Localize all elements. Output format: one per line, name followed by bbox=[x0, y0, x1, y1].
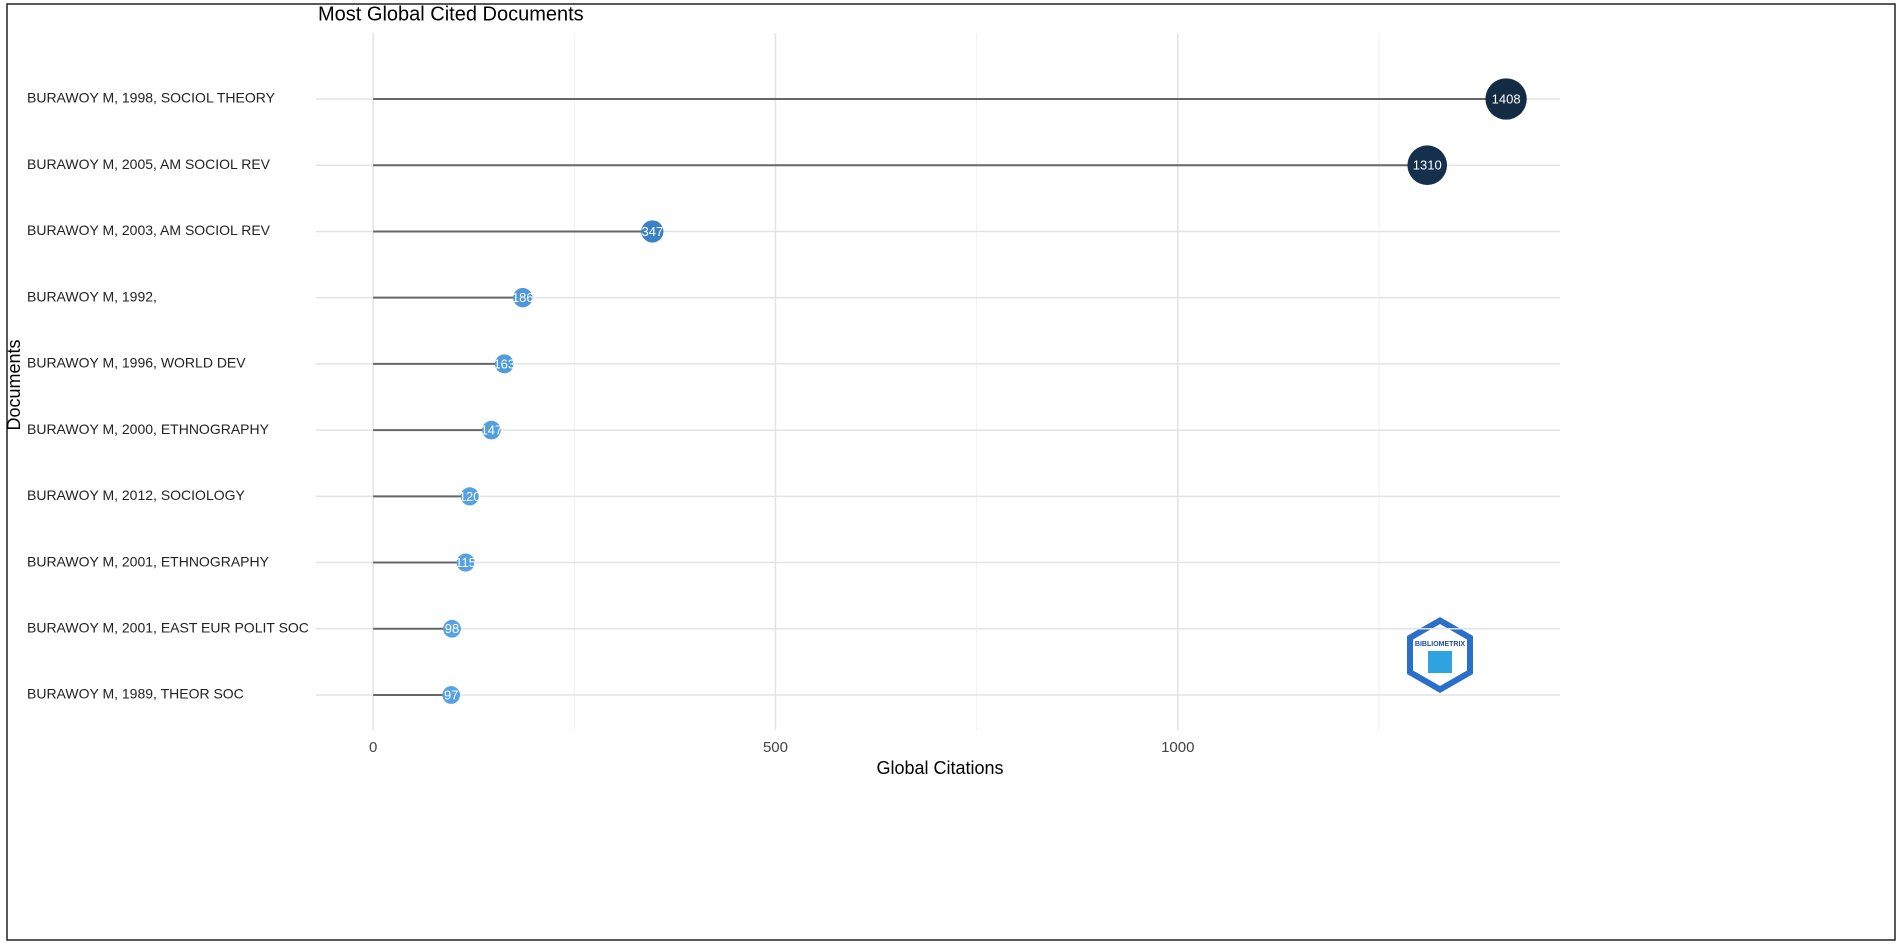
y-tick-label: BURAWOY M, 1989, THEOR SOC bbox=[27, 686, 244, 702]
y-tick-label: BURAWOY M, 1992, bbox=[27, 288, 157, 304]
frame bbox=[6, 3, 1896, 941]
value-label: 1408 bbox=[1492, 91, 1521, 106]
value-label: 147 bbox=[481, 423, 503, 438]
dot bbox=[443, 619, 461, 638]
logo: BIBLIOMETRIX bbox=[1407, 617, 1473, 693]
dot bbox=[482, 420, 501, 440]
y-tick-label: BURAWOY M, 2001, EAST EUR POLIT SOC bbox=[27, 619, 309, 635]
y-tick-label: BURAWOY M, 2000, ETHNOGRAPHY bbox=[27, 421, 270, 437]
value-label: 120 bbox=[459, 489, 481, 504]
value-label: 1310 bbox=[1413, 158, 1442, 173]
value-label: 115 bbox=[455, 555, 476, 570]
dot bbox=[1407, 145, 1448, 186]
x-axis-title: Global Citations bbox=[876, 758, 1003, 778]
y-tick-label: BURAWOY M, 2003, AM SOCIOL REV bbox=[27, 222, 271, 238]
x-tick-label: 0 bbox=[369, 739, 377, 756]
y-tick-label: BURAWOY M, 2001, ETHNOGRAPHY bbox=[27, 553, 270, 569]
value-label: 98 bbox=[445, 621, 459, 636]
dot bbox=[513, 287, 533, 308]
y-tick-label: BURAWOY M, 1996, WORLD DEV bbox=[27, 355, 246, 371]
dot bbox=[460, 487, 479, 506]
x-tick-label: 500 bbox=[763, 739, 788, 756]
dot bbox=[494, 354, 514, 374]
logo-text: BIBLIOMETRIX bbox=[1415, 641, 1465, 648]
dot bbox=[641, 220, 664, 243]
logo-icon bbox=[1428, 651, 1452, 673]
dot bbox=[442, 686, 461, 704]
chart-title: Most Global Cited Documents bbox=[318, 3, 584, 25]
value-label: 163 bbox=[493, 356, 515, 371]
x-tick-label: 1000 bbox=[1161, 739, 1194, 756]
dot bbox=[1485, 78, 1527, 120]
value-label: 347 bbox=[641, 224, 663, 239]
value-label: 186 bbox=[512, 290, 534, 305]
y-tick-label: BURAWOY M, 2012, SOCIOLOGY bbox=[27, 487, 246, 503]
y-tick-label: BURAWOY M, 1998, SOCIOL THEORY bbox=[27, 90, 276, 106]
value-label: 97 bbox=[444, 687, 458, 702]
y-axis-title: Documents bbox=[4, 339, 24, 430]
dot bbox=[456, 553, 475, 572]
y-tick-label: BURAWOY M, 2005, AM SOCIOL REV bbox=[27, 156, 271, 172]
